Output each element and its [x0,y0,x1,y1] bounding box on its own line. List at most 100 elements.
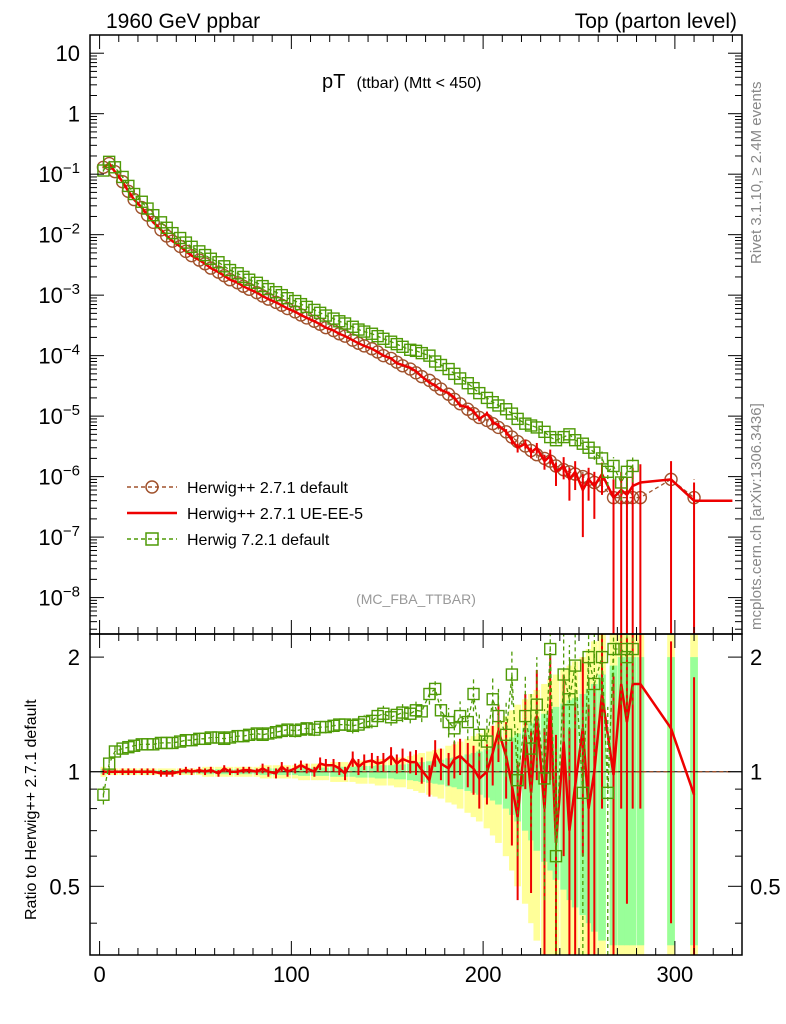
y-tick-label: 10−6 [38,463,80,490]
plot-frame [89,633,743,956]
data-point [473,728,486,742]
data-point [185,733,198,747]
data-point [338,329,352,343]
data-point [428,682,442,696]
data-point [530,421,544,434]
y-tick-exponent: −3 [63,281,80,298]
y-tick-label: 10−3 [38,281,80,308]
data-point [544,642,557,656]
y-tick-exponent: −8 [63,584,80,601]
ratio-clip-group [90,634,742,955]
data-point [223,273,237,287]
data-point [358,325,371,338]
data-point [204,252,218,265]
data-point [499,728,513,742]
data-point [607,642,620,656]
data-point [595,650,609,664]
mcplots-citation-label: mcplots.cern.ch [arXiv:1306.3436] [748,403,765,630]
data-point [185,240,198,254]
data-point [549,849,563,863]
band-bin [495,744,502,805]
data-point [166,736,179,750]
x-tick-label: 100 [273,962,310,987]
data-point [511,773,524,787]
data-point [434,358,448,372]
data-point [184,248,199,263]
y-tick-base: 10 [38,223,62,248]
data-point [376,348,391,363]
main-panel-content [96,155,733,634]
data-point [472,410,486,425]
data-point [147,738,160,751]
y-tick-label: 10−7 [38,523,80,550]
data-point [338,718,352,731]
data-point [415,369,429,384]
data-point [242,273,256,286]
y-tick-label-right: 1 [750,760,762,785]
data-point [415,346,428,360]
data-point [204,731,218,744]
x-tick-label: 0 [93,962,105,987]
y-tick-exponent: −7 [63,523,80,540]
data-point [396,706,409,719]
y-tick-label-right: 0.5 [750,874,781,899]
y-tick-label-right: 2 [750,645,762,670]
data-point [147,208,160,222]
data-point [530,698,544,711]
band-bin [533,718,541,851]
data-point [511,412,524,426]
series-herwig-7-2-1-default [97,155,639,501]
data-point [338,317,352,330]
chart-title-sub: (ttbar) (Mtt < 450) [357,75,482,92]
data-point [626,642,639,656]
data-point [519,709,532,723]
series-herwig-2-7-1-ue-ee-5 [102,161,733,634]
data-point [395,359,410,373]
header-left-label: 1960 GeV ppbar [106,10,260,33]
legend-label-herwig-2-7-1-default: Herwig++ 2.7.1 default [187,480,349,497]
data-point [524,742,538,755]
series-line [103,682,696,843]
data-point [377,707,390,720]
data-point [492,709,505,723]
legend-entry-herwig-ue-ee-5: Herwig++ 2.7.1 UE-EE-5 [127,506,363,523]
x-tick-label: 200 [465,962,502,987]
y-tick-base: 10 [38,525,62,550]
data-point [461,715,474,729]
y-tick-label: 10−2 [38,221,80,248]
legend-label-herwig-ue-ee-5: Herwig++ 2.7.1 UE-EE-5 [187,506,363,523]
band-bin [547,710,554,871]
data-point [434,704,448,717]
data-point [473,386,486,400]
stat-band-outer [100,634,698,955]
y-tick-label: 10−1 [38,160,80,187]
ratio-panel-axes: 0.5 0.5 1 1 2 2 0 100 200 300 [49,633,781,987]
ratio-series-herwig-7-2-1-default [97,634,639,955]
data-point [538,772,551,785]
y-tick-exponent: −5 [63,402,80,419]
y-tick-label: 10−8 [38,584,80,611]
ratio-panel-content [90,634,742,955]
series-herwig-2-7-1-default [96,156,701,634]
ratio-y-axis-label: Ratio to Herwig++ 2.7.1 default [23,699,40,920]
data-point [262,282,275,296]
y-tick-base: 10 [38,465,62,490]
data-point [280,301,295,316]
data-point [486,693,499,706]
y-tick-label: 10 [56,41,80,66]
chart-title: pT (ttbar) (Mtt < 450) [322,71,481,93]
data-point [582,650,595,664]
y-tick-label: 10−5 [38,402,80,429]
y-tick-label-left: 1 [68,760,80,785]
legend-entry-herwig-2-7-1-default: Herwig++ 2.7.1 default [127,480,349,497]
rivet-version-label: Rivet 3.1.10, ≥ 2.4M events [748,82,765,265]
data-point [223,263,237,277]
data-point [357,339,371,353]
data-point [97,788,110,801]
series-line [102,160,634,484]
legend-marker-square [145,532,159,546]
y-tick-base: 10 [38,162,62,187]
data-point [146,215,160,230]
data-point [242,282,256,296]
